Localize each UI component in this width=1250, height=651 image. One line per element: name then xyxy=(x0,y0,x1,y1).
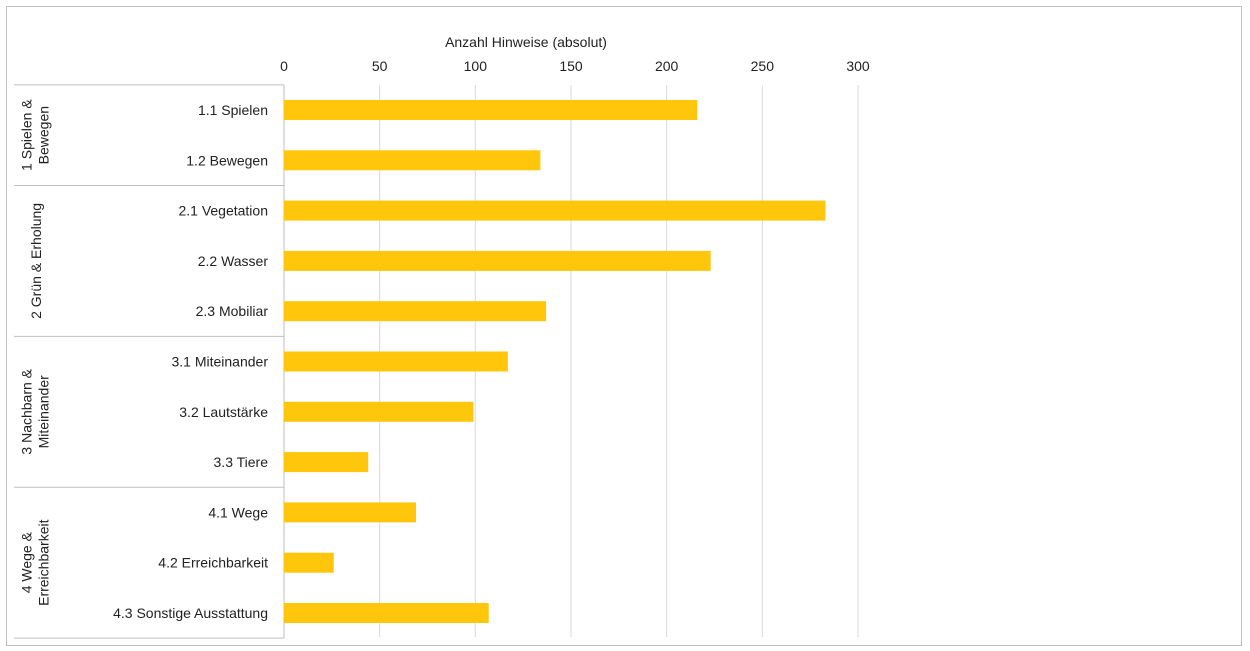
category-label: 1.1 Spielen xyxy=(198,102,268,118)
category-label: 4.1 Wege xyxy=(208,504,268,520)
group-label-line: Bewegen xyxy=(36,106,52,164)
category-label: 1.2 Bewegen xyxy=(186,152,268,168)
bar xyxy=(284,351,508,372)
gridlines xyxy=(379,85,859,637)
x-tick-label: 100 xyxy=(464,58,488,74)
category-label: 3.1 Miteinander xyxy=(171,354,268,370)
x-tick-label: 0 xyxy=(280,58,288,74)
x-tick-label: 150 xyxy=(559,58,583,74)
group-label-line: 1 Spielen & xyxy=(19,99,35,171)
category-label: 2.3 Mobiliar xyxy=(196,303,269,319)
x-tick-label: 50 xyxy=(372,58,388,74)
x-axis-title: Anzahl Hinweise (absolut) xyxy=(445,34,607,50)
group-label-line: 2 Grün & Erholung xyxy=(28,203,44,319)
bar xyxy=(284,603,489,623)
category-label: 3.2 Lautstärke xyxy=(179,404,268,420)
x-tick-label: 300 xyxy=(846,58,870,74)
bar xyxy=(284,401,474,422)
bars xyxy=(284,100,826,623)
group-label: 1 Spielen &Bewegen xyxy=(19,99,52,171)
group-label-line: 4 Wege & xyxy=(19,531,35,593)
category-label: 3.3 Tiere xyxy=(214,454,269,470)
group-label-line: 3 Nachbarn & xyxy=(19,368,35,454)
category-labels: 1.1 Spielen 1.2 Bewegen 2.1 Vegetation 2.2 … xyxy=(113,102,268,621)
category-label: 4.2 Erreichbarkeit xyxy=(158,555,268,571)
group-label: 3 Nachbarn &Miteinander xyxy=(19,368,52,454)
group-label-line: Miteinander xyxy=(36,375,52,448)
group-label-line: Erreichbarkeit xyxy=(36,519,52,605)
bar xyxy=(284,100,698,120)
group-labels: 1 Spielen &Bewegen 2 Grün & Erholung 3 Nac… xyxy=(14,84,285,639)
bar xyxy=(284,301,547,322)
bar xyxy=(284,200,826,221)
x-tick-label: 250 xyxy=(751,58,775,74)
x-tick-label: 200 xyxy=(655,58,679,74)
bar xyxy=(284,150,541,171)
bar xyxy=(284,502,417,523)
group-label: 2 Grün & Erholung xyxy=(28,203,44,319)
bar xyxy=(284,552,334,573)
bar xyxy=(284,250,711,271)
bar xyxy=(284,452,369,473)
category-label: 2.1 Vegetation xyxy=(178,203,268,219)
category-label: 2.2 Wasser xyxy=(198,253,269,269)
x-tick-labels: 0 50 100 150 200 250 300 xyxy=(280,58,870,74)
category-label: 4.3 Sonstige Ausstattung xyxy=(113,605,268,621)
group-label: 4 Wege &Erreichbarkeit xyxy=(19,519,52,605)
